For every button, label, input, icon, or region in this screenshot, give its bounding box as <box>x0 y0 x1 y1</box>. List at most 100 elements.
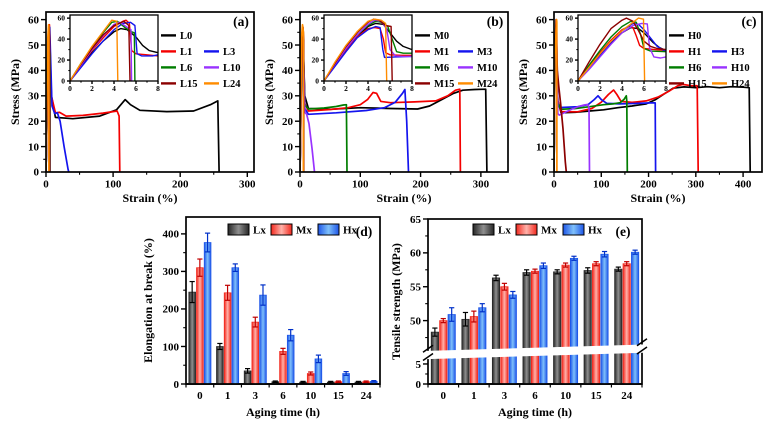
svg-text:40: 40 <box>536 65 548 77</box>
panel-d-elongation-bars: 0 1 3 6 10 15 24 0 100 200 300 400 Aging time (h) Elo… <box>140 210 392 421</box>
curves <box>299 23 488 173</box>
svg-text:10: 10 <box>282 141 294 153</box>
curve-L24 <box>45 23 50 173</box>
axis-break-band <box>427 344 643 360</box>
svg-text:0: 0 <box>322 84 326 93</box>
curve-M24 <box>299 23 305 173</box>
legend-label-H6: H6 <box>688 63 701 74</box>
bars <box>188 232 378 385</box>
legend-label-L1: L1 <box>180 47 192 58</box>
legend: Lx Mx Hx <box>227 223 358 237</box>
svg-text:2: 2 <box>598 84 602 93</box>
svg-text:50: 50 <box>282 40 294 52</box>
legend-label-Hx: Hx <box>343 225 358 237</box>
svg-text:30: 30 <box>282 91 294 103</box>
panel-e-tensile-bars: 0 1 3 6 10 15 24 0 5 50 55 60 65 Aging time (h) Tensil… <box>388 210 700 421</box>
svg-text:4: 4 <box>112 84 116 93</box>
curve-M24 <box>323 18 388 82</box>
axes: 0 1 3 6 10 15 24 0 100 200 300 400 <box>163 229 381 402</box>
axis-break-mark <box>422 344 434 353</box>
legend-label-L15: L15 <box>180 79 198 90</box>
x-tick-label: 15 <box>591 390 603 402</box>
plot-frame <box>45 11 255 173</box>
svg-text:0: 0 <box>288 167 294 179</box>
y-axis-label: Elongation at break (%) <box>141 238 155 363</box>
bar-Lx-15 <box>583 270 592 385</box>
x-tick-label: 6 <box>532 390 538 402</box>
bar-Hx-6 <box>539 265 548 385</box>
bar-Mx-15 <box>592 263 601 385</box>
svg-text:60: 60 <box>312 14 320 23</box>
legend-label-M15: M15 <box>434 79 454 90</box>
x-tick-label: 3 <box>502 390 508 402</box>
svg-text:60: 60 <box>410 248 422 260</box>
svg-text:0: 0 <box>315 77 319 86</box>
y-axis-label: Tensile strength (MPa) <box>389 243 403 360</box>
bar-Hx-1 <box>478 307 487 385</box>
plot-frame <box>299 11 509 173</box>
svg-text:0: 0 <box>576 84 580 93</box>
svg-text:20: 20 <box>536 116 548 128</box>
x-tick-label: 1 <box>471 390 477 402</box>
svg-text:50: 50 <box>28 40 40 52</box>
panel-a-stress-strain-L: 0 100 200 300 0 10 20 30 40 50 60 Strain (%) Stress … <box>8 2 260 215</box>
legend-label-M6: M6 <box>434 63 449 74</box>
bar-Lx-3 <box>491 277 501 385</box>
legend-label-M3: M3 <box>477 47 492 58</box>
svg-text:300: 300 <box>239 178 256 190</box>
svg-text:0: 0 <box>551 178 557 190</box>
panel-letter: (d) <box>356 224 373 239</box>
curves <box>45 23 220 173</box>
svg-text:65: 65 <box>410 214 422 226</box>
svg-text:60: 60 <box>28 14 40 26</box>
curve-L24 <box>69 19 119 82</box>
bar-Mx-3 <box>500 286 509 385</box>
svg-text:200: 200 <box>412 178 429 190</box>
bar-Hx-0 <box>203 242 212 385</box>
svg-text:60: 60 <box>566 14 574 23</box>
bar-Lx-6 <box>522 272 531 385</box>
x-tick-label: 0 <box>441 390 447 402</box>
bars <box>430 249 640 385</box>
legend-swatch-Hx <box>317 223 340 236</box>
curve-H6 <box>577 20 667 82</box>
legend-swatch-Hx <box>562 223 585 236</box>
axis-break-mark <box>636 338 648 347</box>
x-axis-label: Strain (%) <box>377 191 432 205</box>
curve-M3 <box>323 25 413 82</box>
svg-text:6: 6 <box>642 84 646 93</box>
svg-text:0: 0 <box>43 178 49 190</box>
plot-frame <box>323 14 413 82</box>
svg-text:200: 200 <box>172 178 189 190</box>
legend-label-H15: H15 <box>688 79 707 90</box>
legend-swatch-Mx <box>515 223 538 236</box>
bar-Mx-6 <box>530 270 540 385</box>
curve-H24 <box>577 17 646 82</box>
legend-swatch-Lx <box>227 223 250 236</box>
bar-Hx-3 <box>508 294 517 385</box>
bar-Lx-10 <box>553 271 562 385</box>
legend-label-L10: L10 <box>223 63 241 74</box>
y-axis-label: Stress (MPa) <box>262 59 276 125</box>
bar-Lx-24 <box>614 268 623 385</box>
bar-Hx-24 <box>631 251 640 385</box>
panel-b-stress-strain-M: 0 100 200 300 0 10 20 30 40 50 60 Strain (%) Stress … <box>262 2 514 215</box>
bar-Lx-1 <box>216 346 224 385</box>
svg-text:200: 200 <box>640 178 657 190</box>
svg-text:2: 2 <box>344 84 348 93</box>
svg-text:0: 0 <box>542 167 548 179</box>
plot-frame <box>577 14 667 82</box>
svg-text:50: 50 <box>410 315 422 327</box>
x-tick-label: 24 <box>621 390 633 402</box>
legend-label-H1: H1 <box>688 47 701 58</box>
svg-text:8: 8 <box>156 84 160 93</box>
legend-label-M24: M24 <box>477 79 498 90</box>
axis-break-mark <box>422 352 434 362</box>
x-tick-label: 3 <box>253 390 259 402</box>
bar-Mx-3 <box>251 321 260 385</box>
svg-text:100: 100 <box>105 178 122 190</box>
legend-label-H0: H0 <box>688 31 701 42</box>
legend-label-L6: L6 <box>180 63 192 74</box>
